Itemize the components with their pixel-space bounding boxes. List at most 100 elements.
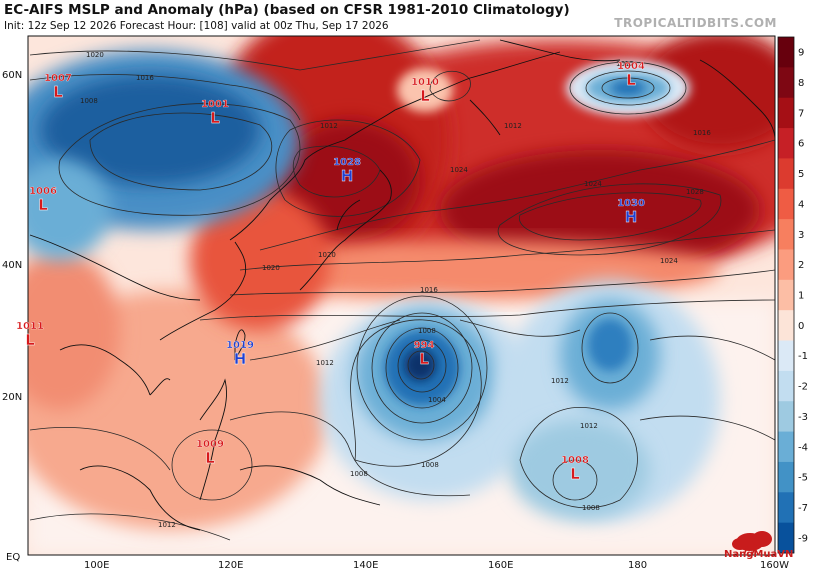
isobar-label: 1012 [316,359,334,367]
isobar-label: 1004 [428,396,446,404]
colorbar-swatch [778,401,794,433]
lon-label-140e: 140E [353,560,378,571]
colorbar-label: -1 [798,351,808,362]
colorbar-swatch [778,492,794,524]
map-title: EC-AIFS MSLP and Anomaly (hPa) (based on… [4,2,570,18]
colorbar-label: -9 [798,533,808,544]
isobar-label: 1012 [320,122,338,130]
site-credit: TROPICALTIDBITS.COM [614,16,777,30]
isobar-label: 1008 [80,97,98,105]
colorbar-label: 8 [798,78,804,89]
colorbar-swatch [778,158,794,190]
high-pressure-marker: H [341,167,354,185]
colorbar-label: 5 [798,169,804,180]
pressure-center-value: 1001 [201,99,229,110]
low-pressure-marker: L [210,109,220,127]
isobar-label: 1016 [136,74,154,82]
plot-frame [27,35,776,556]
isobars [29,39,775,541]
low-pressure-marker: L [25,331,35,349]
pressure-center-value: 1010 [411,77,439,88]
isobar-label: 1020 [262,264,280,272]
anomaly-field [28,36,775,555]
pressure-center-value: 1028 [333,157,361,168]
colorbar-swatch [778,340,794,372]
colorbar: 9 8 7 6 5 4 3 2 1 0 -1 -2 -3 -4 -5 -7 -9 [777,36,808,554]
cloud-icon [732,531,772,556]
isobar-label: 1028 [686,188,704,196]
isobar-label: 1012 [158,521,176,529]
colorbar-frame [777,36,795,554]
isobar-label: 1012 [616,60,634,68]
colorbar-label: -7 [798,503,808,514]
colorbar-label: -5 [798,473,808,484]
isobar-value-labels: 1020 1016 1008 1012 1024 1028 1020 1024 1016 1008… [80,51,711,529]
lon-label-180: 180 [628,560,647,571]
watermark-logo [732,531,772,556]
isobar-label: 1024 [584,180,602,188]
isobar-label: 1016 [420,286,438,294]
colorbar-swatch [778,67,794,99]
isobar-label: 1012 [504,122,522,130]
colorbar-label: 1 [798,291,804,302]
colorbar-label: 6 [798,139,804,150]
colorbar-swatch [778,310,794,342]
colorbar-swatch [778,188,794,220]
low-pressure-marker: L [419,350,429,368]
colorbar-swatch [778,461,794,493]
lon-label-160w: 160W [760,560,789,571]
colorbar-label: 2 [798,260,804,271]
lat-label-40n: 40N [2,260,22,271]
colorbar-label: 9 [798,48,804,59]
pressure-center-value: 1006 [29,186,57,197]
watermark-text: NangMuaVN [724,549,794,560]
colorbar-swatch [778,219,794,250]
low-pressure-marker: L [53,83,63,101]
low-pressure-marker: L [570,465,580,483]
lon-label-120e: 120E [218,560,243,571]
colorbar-swatch [778,431,794,463]
high-pressure-marker: H [625,208,638,226]
colorbar-swatch [778,128,794,159]
pressure-center-value: 994 [414,340,435,351]
colorbar-label: -2 [798,382,808,393]
colorbar-swatch [778,97,794,129]
lat-label-eq: EQ [6,552,20,563]
isobar-label: 1024 [660,257,678,265]
colorbar-label: 0 [798,321,804,332]
isobar-label: 1024 [450,166,468,174]
isobar-label: 1012 [580,422,598,430]
lat-label-20n: 20N [2,392,22,403]
isobar-label: 1008 [582,504,600,512]
low-pressure-marker: L [205,449,215,467]
lon-label-160e: 160E [488,560,513,571]
isobar-label: 1008 [418,327,436,335]
colorbar-swatch [778,279,794,311]
pressure-center-value: 1004 [617,61,645,72]
isobar-label: 1020 [86,51,104,59]
pressure-center-value: 1009 [196,439,224,450]
pressure-center-value: 1007 [44,73,72,84]
colorbar-label: -4 [798,442,808,453]
pressure-center-value: 1019 [226,340,254,351]
isobar-label: 1008 [421,461,439,469]
colorbar-swatch [778,370,794,402]
isobar-label: 1016 [693,129,711,137]
coastlines [29,39,775,531]
colorbar-label: 7 [798,108,804,119]
pressure-center-value: 1030 [617,198,645,209]
colorbar-label: -3 [798,412,808,423]
lon-label-100e: 100E [84,560,109,571]
colorbar-swatch [778,249,794,281]
isobar-label: 1008 [350,470,368,478]
colorbar-swatch [778,37,794,68]
low-pressure-marker: L [626,71,636,89]
axis-labels: 60N 40N 20N EQ 100E 120E 140E 160E 180 1… [2,70,789,571]
pressure-center-value: 1008 [561,455,589,466]
isobar-label: 1020 [318,251,336,259]
pressure-center-value: 1011 [16,321,44,332]
lat-label-60n: 60N [2,70,22,81]
low-pressure-marker: L [420,87,430,105]
